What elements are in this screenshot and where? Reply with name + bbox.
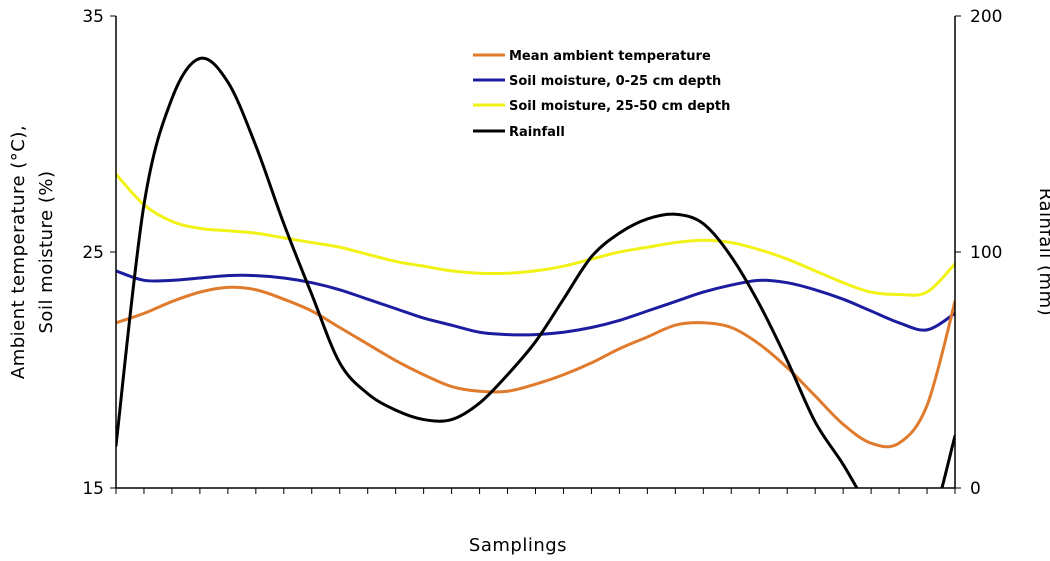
y-left-axis-title-line-1: Ambient temperature (°C), xyxy=(8,125,29,379)
series-line-rainfall xyxy=(116,56,955,488)
y-right-axis-title: Rainfall (mm) xyxy=(1035,188,1050,316)
y-left-axis-title-line-2: Soil moisture (%) xyxy=(36,170,57,333)
y-right-tick-label-200: 200 xyxy=(970,7,1002,27)
y-left-tick-label-15: 15 xyxy=(82,479,104,499)
y-right-tick-label-0: 0 xyxy=(970,479,981,499)
ticks xyxy=(110,15,961,494)
legend-label-soil-moisture-25-50: Soil moisture, 25-50 cm depth xyxy=(509,99,730,114)
y-right-tick-label-100: 100 xyxy=(970,243,1002,263)
legend-label-temperature: Mean ambient temperature xyxy=(509,49,711,64)
series-line-soil-moisture-0-25 xyxy=(116,269,955,337)
x-axis-title: Samplings xyxy=(469,535,567,556)
series-line-mean-ambient-temperature xyxy=(116,285,955,449)
plot-lines xyxy=(116,56,955,488)
series-line-soil-moisture-25-50 xyxy=(116,172,955,297)
legend-label-soil-moisture-0-25: Soil moisture, 0-25 cm depth xyxy=(509,74,721,89)
y-left-tick-label-35: 35 xyxy=(82,7,104,27)
y-left-tick-label-25: 25 xyxy=(82,243,104,263)
legend: Mean ambient temperature Soil moisture, … xyxy=(473,49,730,140)
legend-label-rainfall: Rainfall xyxy=(509,125,565,140)
